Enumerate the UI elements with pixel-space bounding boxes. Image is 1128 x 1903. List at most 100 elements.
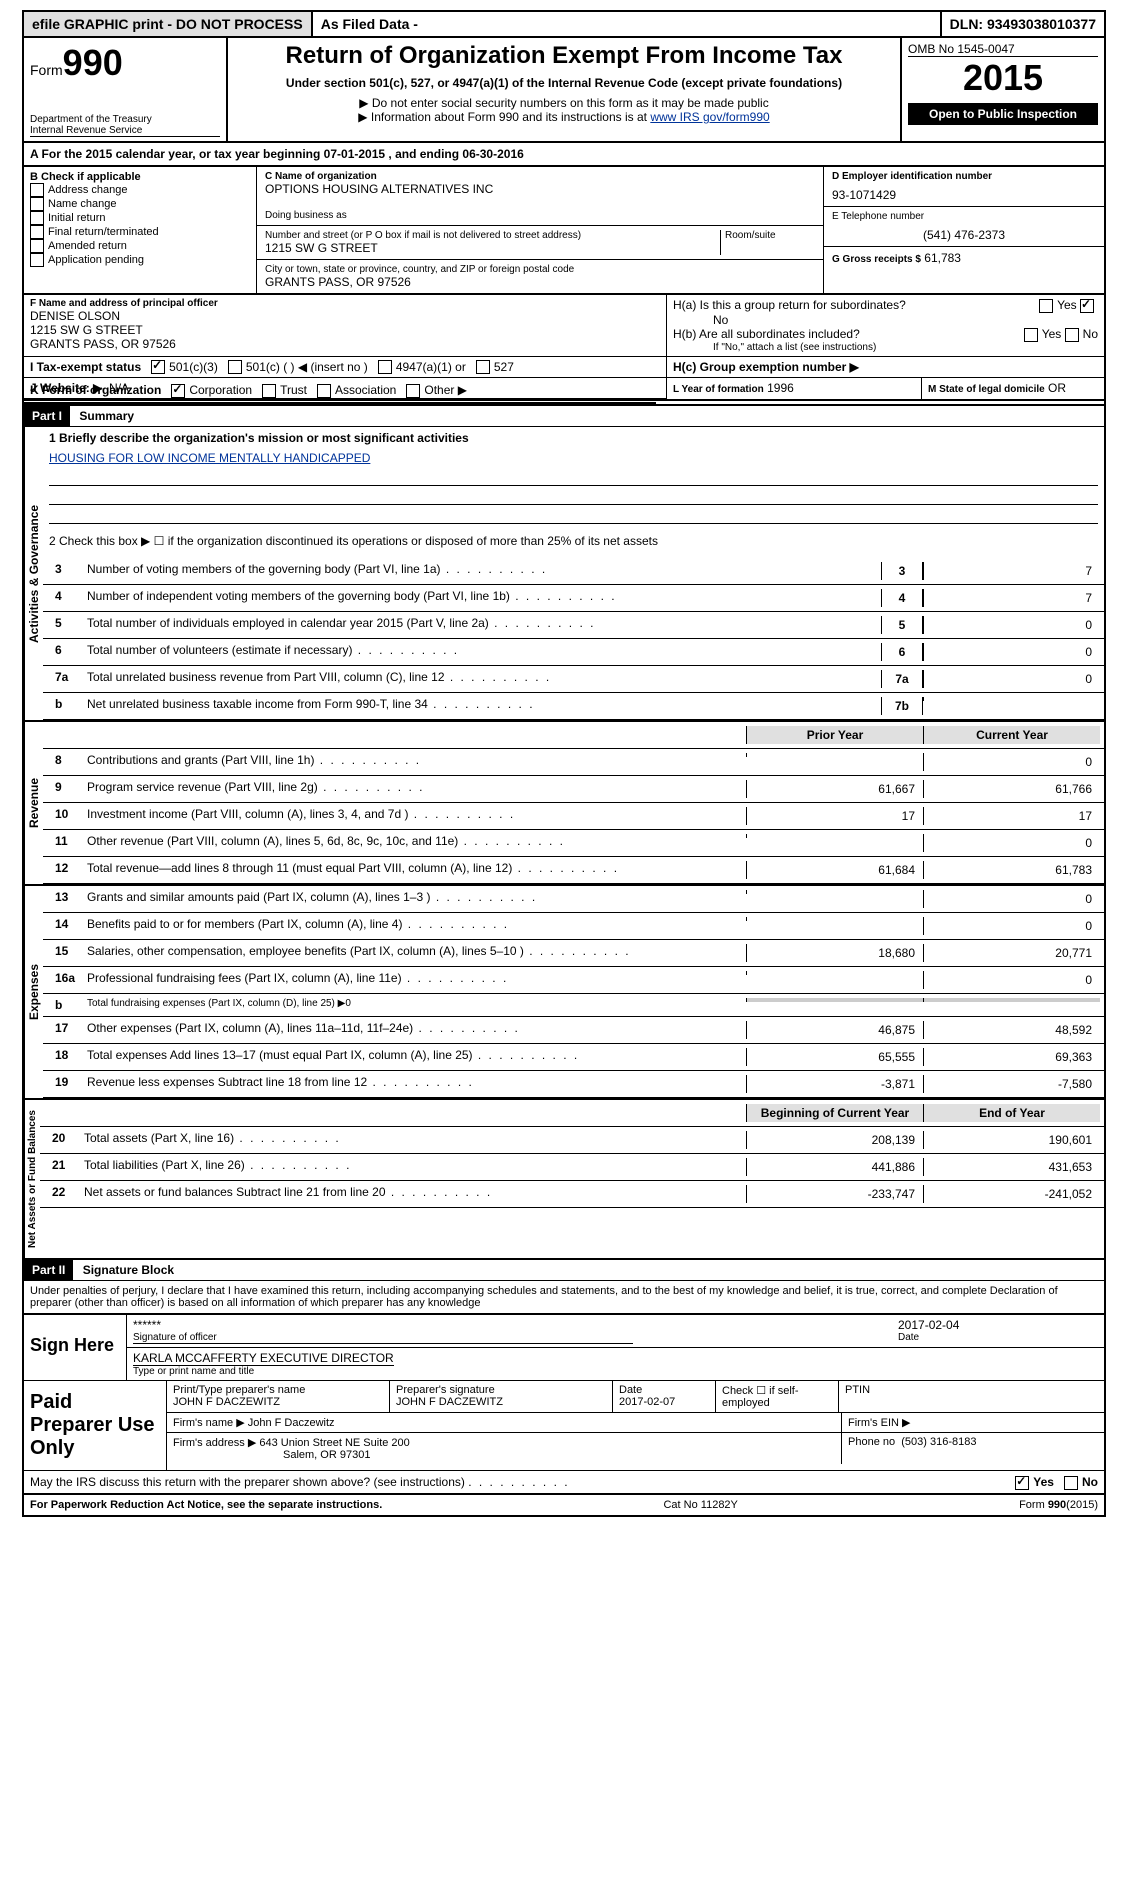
dln-label: DLN: [950,16,983,32]
line-number: b [47,998,87,1012]
city-value: GRANTS PASS, OR 97526 [265,275,815,289]
checkbox-icon[interactable] [30,239,44,253]
checkbox-icon[interactable] [262,384,276,398]
checkbox-icon[interactable] [406,384,420,398]
section-k: K Form of organization Corporation Trust… [24,379,656,404]
form-org-label: K Form of organization [30,383,161,397]
section-a-text: A For the 2015 calendar year, or tax yea… [30,147,324,161]
checkbox-icon[interactable] [30,183,44,197]
city-label: City or town, state or province, country… [265,264,815,275]
sign-here-section: Sign Here ****** Signature of officer 20… [24,1313,1104,1380]
line-text: Total expenses Add lines 13–17 (must equ… [87,1048,746,1062]
line-current: 61,783 [923,861,1100,879]
line-number: 16a [47,971,87,985]
form-990-page: efile GRAPHIC print - DO NOT PROCESS As … [22,10,1106,1517]
line-prior: 61,684 [746,861,923,879]
section-a-tax-year: A For the 2015 calendar year, or tax yea… [24,143,1104,167]
hc-row: H(c) Group exemption number ▶ [667,357,1104,378]
year-formation-value: 1996 [767,381,794,395]
firm-name-label: Firm's name ▶ [173,1417,245,1429]
line-value [923,697,1100,701]
phone-label: E Telephone number [832,211,1096,222]
vlabel-governance: Activities & Governance [24,427,43,720]
hc-label: H(c) Group exemption number ▶ [673,360,859,374]
line-number: 14 [47,917,87,931]
summary-line: 16a Professional fundraising fees (Part … [43,967,1104,994]
line-value: 0 [923,616,1100,634]
firm-addr2: Salem, OR 97301 [173,1449,370,1461]
irs-link[interactable]: www IRS gov/form990 [650,110,769,124]
checkbox-icon[interactable] [378,360,392,374]
mission-label: 1 Briefly describe the organization's mi… [49,431,469,445]
officer-print-col: KARLA MCCAFFERTY EXECUTIVE DIRECTOR Type… [133,1351,394,1377]
line-number: 6 [47,643,87,657]
line-current: 61,766 [923,780,1100,798]
officer-print-name: KARLA MCCAFFERTY EXECUTIVE DIRECTOR [133,1351,394,1366]
line-box: 6 [881,643,923,661]
checkbox-icon[interactable] [1065,328,1079,342]
paperwork-notice: For Paperwork Reduction Act Notice, see … [30,1499,382,1511]
line-number: 17 [47,1021,87,1035]
officer-print-label: Type or print name and title [133,1366,394,1377]
opt-501c3: 501(c)(3) [169,360,218,374]
org-name: OPTIONS HOUSING ALTERNATIVES INC [265,182,815,196]
part-ii-header-row: Part II Signature Block [24,1258,1104,1281]
checkbox-icon[interactable] [317,384,331,398]
prep-name-cell: Print/Type preparer's name JOHN F DACZEW… [167,1381,390,1412]
checkbox-icon[interactable] [476,360,490,374]
checkbox-icon[interactable] [1024,328,1038,342]
summary-line: 6 Total number of volunteers (estimate i… [43,639,1104,666]
form-note1: ▶ Do not enter social security numbers o… [236,96,892,110]
section-d: D Employer identification number 93-1071… [824,167,1104,207]
ein-value: 93-1071429 [832,188,1096,202]
checkbox-icon[interactable] [228,360,242,374]
checkbox-icon[interactable] [30,211,44,225]
checkbox-checked-icon[interactable] [1080,299,1094,313]
form-number-block: Form990 [30,42,220,84]
i-hc-row: I Tax-exempt status 501(c)(3) 501(c) ( )… [24,357,1104,379]
summary-line: 11 Other revenue (Part VIII, column (A),… [43,830,1104,857]
line-current: 20,771 [923,944,1100,962]
checkbox-checked-icon[interactable] [151,360,165,374]
firm-phone-label: Phone no [848,1436,895,1448]
hb-yn: Yes No [1024,327,1098,342]
checkbox-icon[interactable] [1039,299,1053,313]
line-text: Benefits paid to or for members (Part IX… [87,917,746,931]
checkbox-icon[interactable] [30,253,44,267]
summary-line: 10 Investment income (Part VIII, column … [43,803,1104,830]
line-current: 0 [923,834,1100,852]
blank-line [49,486,1098,505]
city-row: City or town, state or province, country… [257,260,823,293]
part-ii-title: Signature Block [77,1260,180,1280]
checkbox-checked-icon[interactable] [171,384,185,398]
opt-other: Other ▶ [424,383,467,397]
net-assets-section: Net Assets or Fund Balances Beginning of… [24,1100,1104,1258]
section-deg: D Employer identification number 93-1071… [823,167,1104,293]
line-text: Total unrelated business revenue from Pa… [87,670,881,684]
firm-addr-label: Firm's address ▶ [173,1437,256,1449]
perjury-statement: Under penalties of perjury, I declare th… [24,1281,1104,1313]
line-text: Total liabilities (Part X, line 26) [84,1158,746,1172]
self-employed-cell: Check ☐ if self-employed [716,1381,839,1412]
ha-row: H(a) Is this a group return for subordin… [673,298,1098,313]
checkbox-icon[interactable] [30,225,44,239]
room-label: Room/suite [720,230,815,255]
mission-text: HOUSING FOR LOW INCOME MENTALLY HANDICAP… [43,449,1104,467]
summary-line: 12 Total revenue—add lines 8 through 11 … [43,857,1104,884]
opt-corp: Corporation [189,383,252,397]
checkbox-checked-icon[interactable] [1015,1476,1029,1490]
line-box: 4 [881,589,923,607]
line-text: Number of voting members of the governin… [87,562,881,576]
line-prior [746,753,923,757]
top-bar: efile GRAPHIC print - DO NOT PROCESS As … [24,12,1104,38]
section-l: L Year of formation 1996 [667,378,922,399]
line-number: 12 [47,861,87,875]
part-i-tag: Part I [24,406,70,426]
revenue-section: Revenue Prior Year Current Year 8 Contri… [24,722,1104,886]
firm-phone: (503) 316-8183 [901,1436,976,1448]
checkbox-icon[interactable] [1064,1476,1078,1490]
checkbox-icon[interactable] [30,197,44,211]
line-text: Grants and similar amounts paid (Part IX… [87,890,746,904]
sig-date: 2017-02-04 [898,1318,1098,1332]
addr-row: Number and street (or P O box if mail is… [257,226,823,260]
